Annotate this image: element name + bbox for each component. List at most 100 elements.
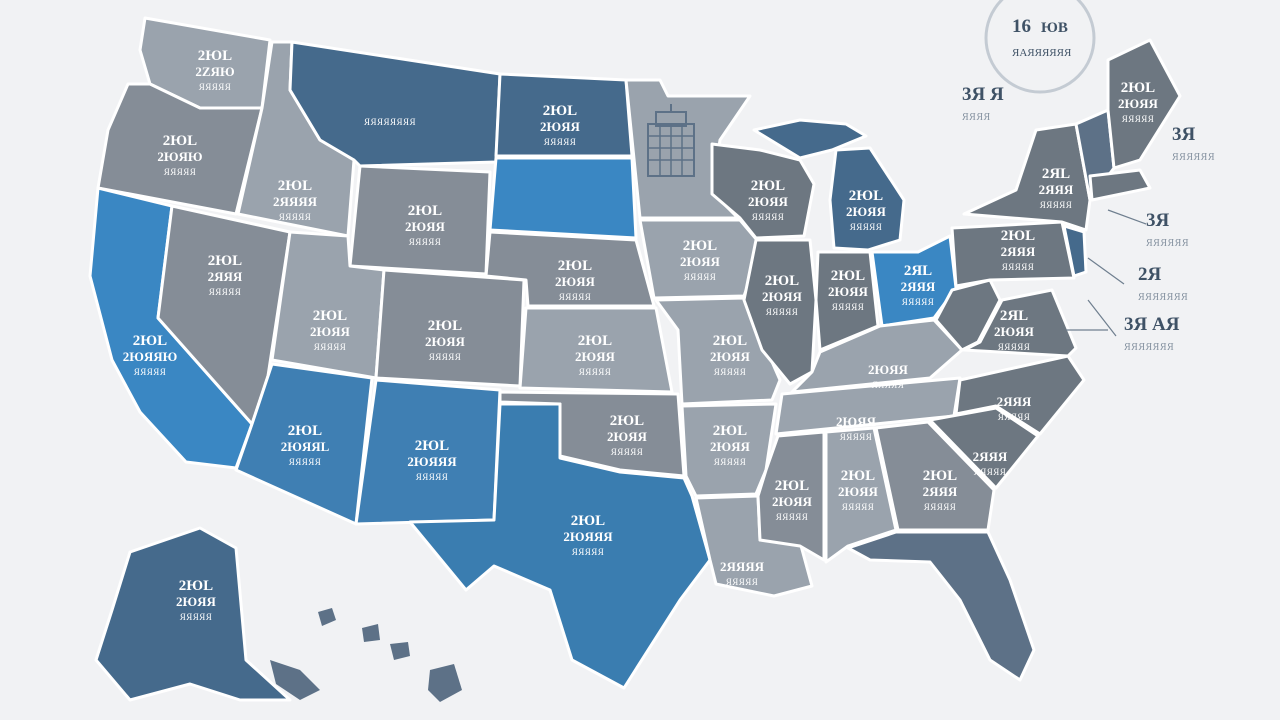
state-label-line: 2ЮЯЯ	[710, 349, 751, 364]
state-label-line: ЯЯЯЯЯ	[409, 237, 442, 247]
state-label-tx: 2ЮL 2ЮЯЯЯ ЯЯЯЯЯ	[563, 513, 613, 557]
state-label-ut: 2ЮL 2ЮЯЯ ЯЯЯЯЯ	[310, 308, 351, 352]
state-arkansas[interactable]	[680, 402, 778, 498]
state-label-line: ЯЯЯЯЯ	[850, 222, 883, 232]
state-massachusetts[interactable]	[1088, 168, 1152, 202]
state-label-pa: 2ЮL 2ЯЯЯ ЯЯЯЯЯ	[1001, 228, 1036, 272]
state-label-line: ЯЯЯЯЯ	[1122, 114, 1155, 124]
callout-caption: ЯЯЯЯЯЯ	[1172, 152, 1215, 163]
state-alaska[interactable]	[94, 526, 292, 702]
state-label-line: ЯЯЯЯЯ	[776, 512, 809, 522]
state-new-jersey[interactable]	[1062, 224, 1088, 278]
state-label-va: 2ЯL 2ЮЯЯ ЯЯЯЯЯ	[994, 308, 1035, 352]
state-wisconsin[interactable]	[710, 142, 816, 240]
state-label-line: 2ЮЯЯЯ	[563, 529, 613, 544]
islands	[94, 526, 462, 702]
state-label-line: 2ЮL	[163, 133, 197, 149]
state-north-dakota[interactable]	[494, 72, 634, 158]
state-label-line: 2ЮЯЯL	[281, 439, 330, 454]
state-label-nv: 2ЮL 2ЯЯЯ ЯЯЯЯЯ	[208, 253, 243, 297]
state-label-line: 2ЮЯЮ	[157, 149, 202, 164]
state-label-line: 2ЯL	[1000, 308, 1028, 324]
state-label-line: 2ЯЯЯ	[1001, 244, 1036, 259]
state-label-line: ЯЯЯЯЯ	[684, 272, 717, 282]
state-label-id: 2ЮL 2ЯЯЯЯ ЯЯЯЯЯ	[273, 178, 318, 222]
state-south-dakota[interactable]	[488, 156, 638, 240]
state-label-line: 2ЮL	[578, 333, 612, 349]
state-label-line: 2ЮL	[610, 413, 644, 429]
state-florida[interactable]	[846, 530, 1036, 682]
callout-value: 3Я	[1172, 124, 1196, 145]
state-virginia[interactable]	[962, 288, 1078, 358]
state-label-or: 2ЮL 2ЮЯЮ ЯЯЯЯЯ	[157, 133, 202, 177]
state-label-line: 2ЮL	[198, 48, 232, 64]
state-label-line: 2ЮL	[1121, 80, 1155, 96]
state-label-line: 2ЮЯЯ	[772, 494, 813, 509]
state-alabama[interactable]	[824, 426, 898, 564]
state-label-mo: 2ЮL 2ЮЯЯ ЯЯЯЯЯ	[710, 333, 751, 377]
state-label-ia: 2ЮL 2ЮЯЯ ЯЯЯЯЯ	[680, 238, 721, 282]
state-label-line: 2ЮL	[278, 178, 312, 194]
state-label-ak: 2ЮL 2ЮЯЯ ЯЯЯЯЯ	[176, 578, 217, 622]
state-label-line: 2ЯЯЯ	[973, 449, 1008, 464]
svg-text:3Я: 3Я	[1172, 124, 1196, 145]
state-label-line: ЯЯЯЯЯЯЯЯ	[364, 117, 416, 127]
hawaii-island-3	[390, 642, 410, 660]
state-arizona[interactable]	[234, 362, 374, 526]
state-illinois[interactable]	[742, 238, 818, 386]
state-label-ky: 2ЮЯЯ ЯЯЯЯЯ	[868, 362, 909, 390]
state-label-line: 2ЯL	[904, 263, 932, 279]
state-kansas[interactable]	[518, 306, 674, 394]
state-label-ny: 2ЯL 2ЯЯЯ ЯЯЯЯЯ	[1039, 166, 1074, 210]
state-label-ca: 2ЮL 2ЮЯЯЮ ЯЯЯЯЯ	[123, 333, 178, 377]
state-label-line: 2ЮL	[288, 423, 322, 439]
state-maine[interactable]	[1106, 38, 1182, 170]
state-label-line: ЯЯЯЯЯ	[842, 502, 875, 512]
state-texas[interactable]	[408, 402, 712, 690]
state-label-ok: 2ЮL 2ЮЯЯ ЯЯЯЯЯ	[607, 413, 648, 457]
state-mississippi[interactable]	[756, 430, 826, 562]
state-label-line: 2ЮЯЯ	[836, 414, 877, 429]
state-label-ar: 2ЮL 2ЮЯЯ ЯЯЯЯЯ	[710, 423, 751, 467]
state-oklahoma[interactable]	[498, 390, 686, 478]
state-label-ks: 2ЮL 2ЮЯЯ ЯЯЯЯЯ	[575, 333, 616, 377]
state-south-carolina[interactable]	[928, 406, 1040, 490]
state-label-line: 2ЮL	[713, 333, 747, 349]
state-label-line: ЯЯЯЯЯ	[840, 432, 873, 442]
state-michigan-upper[interactable]	[752, 118, 868, 160]
state-georgia[interactable]	[874, 420, 996, 532]
state-label-line: 2ЮЯЯ	[540, 119, 581, 134]
state-label-line: ЯЯЯЯЯ	[289, 457, 322, 467]
state-label-line: 2ЮL	[571, 513, 605, 529]
state-label-line: ЯЯЯЯЯ	[199, 82, 232, 92]
state-label-line: 2ЮL	[765, 273, 799, 289]
state-label-co: 2ЮL 2ЮЯЯ ЯЯЯЯЯ	[425, 318, 466, 362]
state-label-line: 2ЮЯЯ	[680, 254, 721, 269]
state-label-line: 2ЮL	[313, 308, 347, 324]
state-label-line: ЯЯЯЯЯ	[279, 212, 312, 222]
callout-value: 3Я	[1146, 210, 1170, 231]
state-label-line: ЯЯЯЯЯ	[314, 342, 347, 352]
state-new-york[interactable]	[962, 122, 1092, 232]
state-label-line: 2ЮЯЯ	[425, 334, 466, 349]
state-kentucky[interactable]	[790, 318, 964, 394]
state-pennsylvania[interactable]	[950, 220, 1076, 288]
state-nebraska[interactable]	[484, 230, 656, 308]
state-michigan[interactable]	[828, 146, 906, 252]
state-label-line: 2ЮL	[408, 203, 442, 219]
state-label-line: ЯЯЯЯЯ	[714, 367, 747, 377]
state-label-line: 2ЮL	[923, 468, 957, 484]
